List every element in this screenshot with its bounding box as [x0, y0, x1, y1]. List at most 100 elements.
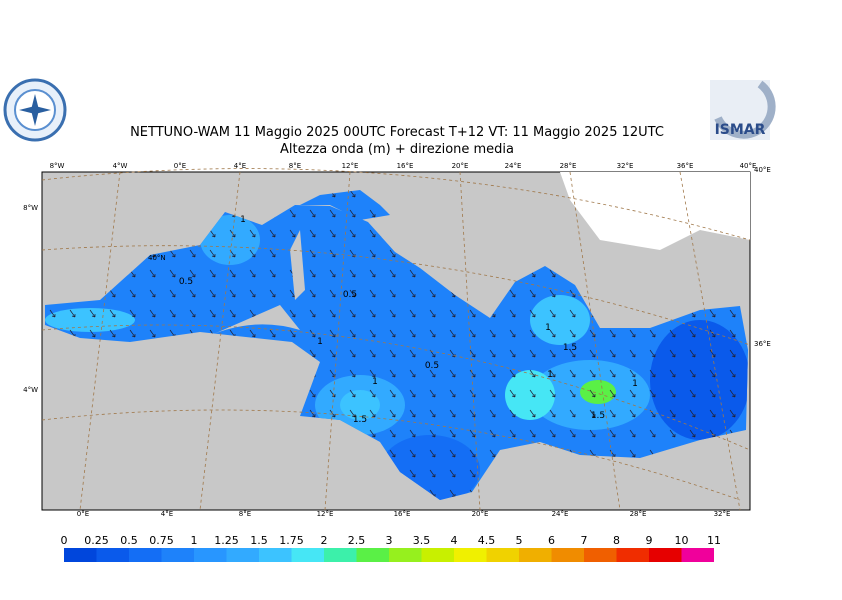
direction-arrow [429, 309, 436, 318]
direction-arrow [329, 309, 336, 318]
islands [200, 230, 305, 340]
direction-arrow [549, 289, 556, 298]
colorbar-label: 0.5 [120, 534, 138, 547]
direction-arrow [329, 349, 336, 358]
colorbar-label: 4.5 [478, 534, 496, 547]
contour-label: 1.5 [563, 343, 577, 353]
direction-arrow [549, 369, 556, 378]
direction-arrow [589, 429, 596, 438]
direction-arrow [89, 329, 96, 338]
direction-arrow [529, 309, 536, 318]
direction-arrow [549, 429, 556, 438]
graticule-label: 32°E [617, 162, 634, 170]
direction-arrow [369, 229, 376, 238]
direction-arrow [49, 309, 56, 318]
direction-arrow [649, 389, 656, 398]
direction-arrow [309, 289, 316, 298]
direction-arrow [369, 409, 376, 418]
direction-arrow [149, 289, 156, 298]
direction-arrow [169, 289, 176, 298]
colorbar-label: 0.75 [149, 534, 174, 547]
direction-arrow [209, 269, 216, 278]
contour-label: 1.5 [591, 411, 605, 421]
direction-arrow [649, 349, 656, 358]
direction-arrow [489, 449, 496, 458]
direction-arrow [429, 409, 436, 418]
outside-area [560, 172, 750, 250]
direction-arrow [569, 389, 576, 398]
graticule-label: 12°E [342, 162, 359, 170]
direction-arrow [369, 269, 376, 278]
direction-arrow [589, 349, 596, 358]
direction-arrow [349, 389, 356, 398]
colorbar-label: 3.5 [413, 534, 431, 547]
direction-arrow [249, 249, 256, 258]
colorbar-label: 0 [61, 534, 68, 547]
colorbar-label: 1 [191, 534, 198, 547]
direction-arrow [629, 369, 636, 378]
direction-arrow [609, 389, 616, 398]
direction-arrow [229, 269, 236, 278]
graticule-label: 28°E [560, 162, 577, 170]
graticule-label: 40°E [740, 162, 757, 170]
colorbar-swatch [486, 548, 519, 562]
graticule-label: 36°E [754, 340, 771, 348]
direction-arrow [509, 289, 516, 298]
colorbar-label: 4 [451, 534, 458, 547]
direction-arrow [629, 389, 636, 398]
colorbar-swatch [519, 548, 552, 562]
direction-arrow [369, 429, 376, 438]
graticule-label: 8°W [23, 204, 38, 212]
graticule-label: 16°E [397, 162, 414, 170]
direction-arrow [169, 309, 176, 318]
direction-arrow [289, 229, 296, 238]
colorbar-label: 9 [646, 534, 653, 547]
direction-arrow [389, 329, 396, 338]
direction-arrow [189, 289, 196, 298]
direction-arrow [469, 329, 476, 338]
direction-arrow [409, 449, 416, 458]
direction-arrow [489, 389, 496, 398]
direction-arrow [609, 349, 616, 358]
direction-arrow [429, 389, 436, 398]
colorbar-label: 10 [675, 534, 689, 547]
colorbar: 0 0.25 0.5 0.75 1 1.25 1.5 1.75 2 2.5 3 3.5 4 4.5 5 6 7 8… [61, 534, 721, 562]
colorbar-swatch [551, 548, 584, 562]
direction-arrow [689, 369, 696, 378]
direction-arrow [349, 190, 356, 198]
direction-arrow [269, 249, 276, 258]
graticule-label: 24°E [552, 510, 569, 518]
direction-arrow [529, 349, 536, 358]
direction-arrow [529, 289, 536, 298]
direction-arrow [689, 349, 696, 358]
colorbar-swatch [389, 548, 422, 562]
direction-arrow [449, 449, 456, 458]
direction-arrow [689, 429, 696, 438]
direction-arrow [309, 389, 316, 398]
direction-arrow [349, 349, 356, 358]
graticule-label: 24°E [505, 162, 522, 170]
direction-arrow [309, 209, 316, 218]
colorbar-swatch [454, 548, 487, 562]
direction-arrow [569, 329, 576, 338]
direction-arrow [709, 389, 716, 398]
direction-arrow [569, 349, 576, 358]
direction-arrow [549, 389, 556, 398]
graticule-label: 28°E [630, 510, 647, 518]
direction-arrow [609, 409, 616, 418]
graticule-label: 8°E [289, 162, 301, 170]
direction-arrow [729, 389, 736, 398]
direction-arrow [669, 409, 676, 418]
direction-arrow [329, 269, 336, 278]
direction-arrow [669, 349, 676, 358]
direction-arrow [629, 349, 636, 358]
direction-arrow [729, 409, 736, 418]
graticule-label: 4°W [113, 162, 128, 170]
direction-arrow [389, 409, 396, 418]
direction-arrow [429, 369, 436, 378]
direction-arrow [529, 429, 536, 438]
direction-arrow [609, 369, 616, 378]
direction-arrow [109, 309, 116, 318]
direction-arrow [489, 329, 496, 338]
